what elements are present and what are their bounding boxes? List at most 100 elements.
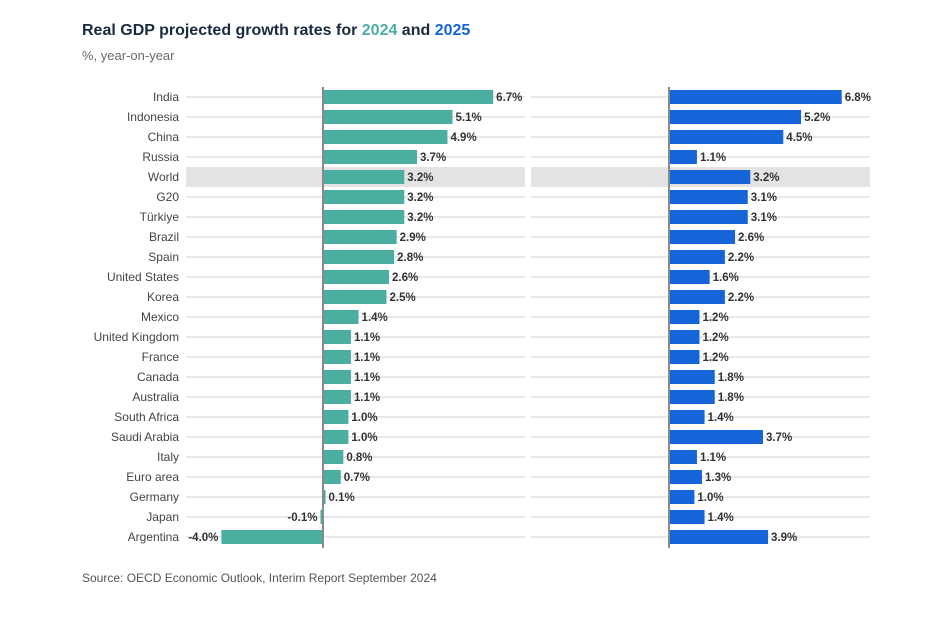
bar-2024: [323, 170, 405, 184]
category-label: Italy: [157, 450, 179, 464]
category-label: Saudi Arabia: [111, 430, 179, 444]
category-label: Argentina: [128, 530, 180, 544]
bar-2024: [323, 90, 494, 104]
category-label: Australia: [132, 390, 179, 404]
data-label-2025: 3.1%: [751, 212, 777, 224]
data-label-2025: 6.8%: [845, 92, 871, 104]
category-label: World: [148, 170, 179, 184]
bar-2025: [669, 530, 769, 544]
bar-2024: [323, 450, 344, 464]
data-label-2024: 5.1%: [456, 112, 482, 124]
bar-2025: [669, 450, 697, 464]
data-label-2025: 2.2%: [728, 292, 754, 304]
bar-2025: [669, 190, 748, 204]
bar-2025: [669, 470, 703, 484]
bar-2025: [669, 270, 710, 284]
bar-2024: [323, 110, 453, 124]
category-label: Russia: [142, 150, 179, 164]
data-label-2024: 1.0%: [351, 432, 377, 444]
source-note: Source: OECD Economic Outlook, Interim R…: [82, 571, 437, 585]
data-label-2025: 4.5%: [786, 132, 812, 144]
bar-2025: [669, 230, 736, 244]
data-label-2024: 0.8%: [346, 452, 372, 464]
category-label: United States: [107, 270, 179, 284]
bar-2024: [323, 250, 395, 264]
chart-title: Real GDP projected growth rates for 2024…: [82, 22, 470, 40]
category-label: United Kingdom: [94, 330, 179, 344]
data-label-2025: 1.2%: [702, 312, 728, 324]
data-label-2024: 2.8%: [397, 252, 423, 264]
title-year-2024: 2024: [361, 22, 398, 39]
data-label-2024: 0.1%: [329, 492, 355, 504]
category-label: India: [153, 90, 179, 104]
data-label-2025: 5.2%: [804, 112, 830, 124]
data-label-2025: 3.7%: [766, 432, 792, 444]
data-label-2024: 2.5%: [390, 292, 416, 304]
category-label: Japan: [146, 510, 179, 524]
bar-2025: [669, 410, 705, 424]
data-label-2024: 3.2%: [407, 192, 433, 204]
bar-2025: [669, 130, 784, 144]
data-label-2025: 1.1%: [700, 452, 726, 464]
bar-2024: [221, 530, 323, 544]
data-label-2025: 1.3%: [705, 472, 731, 484]
category-label: China: [148, 130, 180, 144]
bar-2025: [669, 490, 695, 504]
data-label-2025: 1.1%: [700, 152, 726, 164]
bar-2025: [669, 150, 697, 164]
data-label-2024: 3.2%: [407, 212, 433, 224]
data-label-2025: 1.2%: [702, 352, 728, 364]
data-label-2024: 4.9%: [450, 132, 476, 144]
bar-2025: [669, 390, 715, 404]
category-label: France: [142, 350, 180, 364]
bar-2024: [323, 130, 448, 144]
bar-2024: [323, 150, 417, 164]
data-label-2024: 3.7%: [420, 152, 446, 164]
data-label-2024: 2.6%: [392, 272, 418, 284]
category-label: Spain: [148, 250, 179, 264]
data-label-2025: 2.2%: [728, 252, 754, 264]
bar-2024: [323, 210, 405, 224]
data-label-2024: 1.1%: [354, 392, 380, 404]
category-label: Canada: [137, 370, 179, 384]
title-year-2025: 2025: [434, 22, 471, 39]
data-label-2024: 1.0%: [351, 412, 377, 424]
title-prefix: Real GDP projected growth rates for: [82, 22, 362, 39]
bar-2024: [323, 390, 351, 404]
bar-2025: [669, 370, 715, 384]
bar-2024: [323, 350, 351, 364]
category-label: Germany: [130, 490, 179, 504]
bar-2025: [669, 90, 842, 104]
data-label-2025: 3.1%: [751, 192, 777, 204]
data-label-2025: 1.6%: [713, 272, 739, 284]
bar-2024: [323, 430, 349, 444]
data-label-2025: 1.2%: [702, 332, 728, 344]
bar-2024: [323, 490, 326, 504]
bar-2025: [669, 310, 700, 324]
category-label: Türkiye: [140, 210, 180, 224]
data-label-2024: 3.2%: [407, 172, 433, 184]
data-label-2025: 1.8%: [718, 392, 744, 404]
data-label-2025: 3.9%: [771, 532, 797, 544]
category-label: Indonesia: [127, 110, 179, 124]
category-label: Mexico: [141, 310, 179, 324]
bar-2025: [669, 510, 705, 524]
bar-2025: [669, 330, 700, 344]
bar-2025: [669, 350, 700, 364]
bar-2024: [323, 370, 351, 384]
bar-2024: [323, 310, 359, 324]
bar-2024: [323, 410, 349, 424]
bar-2025: [669, 250, 725, 264]
data-label-2024: 1.1%: [354, 332, 380, 344]
data-label-2024: 1.1%: [354, 372, 380, 384]
bar-2024: [323, 470, 341, 484]
category-label: South Africa: [114, 410, 179, 424]
bar-2024: [323, 290, 387, 304]
data-label-2024: 1.4%: [362, 312, 388, 324]
category-label: Euro area: [126, 470, 179, 484]
bar-2025: [669, 430, 763, 444]
data-label-2024: -0.1%: [287, 512, 317, 524]
chart-subtitle: %, year-on-year: [82, 48, 175, 63]
bar-2024: [323, 330, 351, 344]
